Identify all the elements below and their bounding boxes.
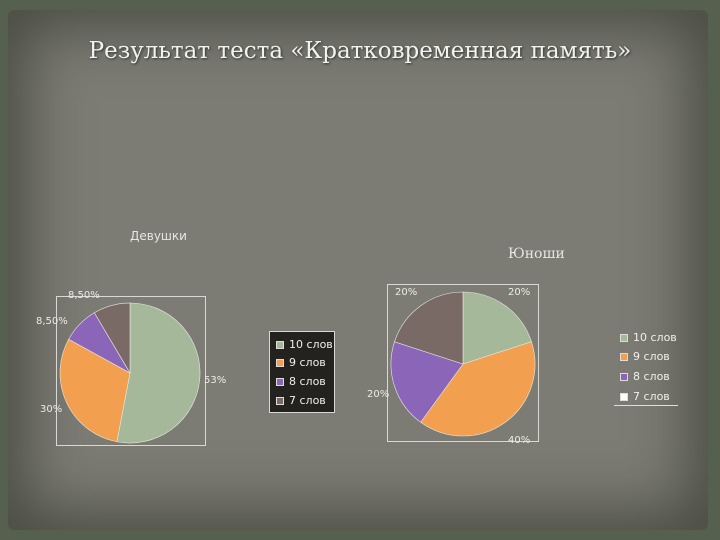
- data-label-girls-10: 53%: [204, 375, 227, 386]
- data-label-boys-8: 20%: [367, 389, 390, 400]
- legend-label: 9 слов: [289, 356, 326, 369]
- legend-item: 9 слов: [620, 350, 670, 363]
- plot-area-boys: [387, 284, 539, 442]
- pie-slice-2: [420, 341, 536, 437]
- legend-label: 7 слов: [289, 394, 326, 407]
- data-label-boys-10: 20%: [508, 287, 531, 298]
- chart-title-girls: Девушки: [130, 229, 187, 243]
- legend-girls: 10 слов 9 слов 8 слов 7 слов: [269, 331, 335, 413]
- pie-slice-3: [390, 341, 464, 423]
- pie-slice-1: [116, 302, 201, 444]
- chart-title-boys: Юноши: [508, 246, 565, 262]
- plot-area-girls: [56, 296, 206, 446]
- data-label-boys-7: 20%: [395, 287, 418, 298]
- legend-swatch: [620, 352, 628, 361]
- data-label-girls-8: 8,50%: [36, 316, 68, 327]
- slide-title: Результат теста «Кратковременная память»: [88, 38, 632, 64]
- legend-boys: 10 слов 9 слов 8 слов 7 слов: [614, 327, 684, 407]
- legend-item: 10 слов: [620, 331, 677, 344]
- legend-item: 10 слов: [276, 338, 333, 351]
- legend-label: 10 слов: [633, 331, 677, 344]
- legend-swatch: [276, 358, 284, 367]
- pie-slice-1: [462, 291, 532, 365]
- legend-swatch: [620, 333, 628, 342]
- legend-label: 8 слов: [289, 375, 326, 388]
- pie-slice-4: [93, 302, 131, 375]
- legend-label: 9 слов: [633, 350, 670, 363]
- data-label-girls-9: 30%: [40, 404, 63, 415]
- pie-chart-boys: [390, 291, 536, 437]
- slide-background: [8, 10, 708, 530]
- legend-item: 7 слов: [620, 390, 670, 403]
- pie-slice-4: [394, 291, 464, 365]
- legend-item: 8 слов: [620, 370, 670, 383]
- data-label-boys-9: 40%: [508, 435, 531, 446]
- legend-label: 7 слов: [633, 390, 670, 403]
- legend-swatch: [620, 392, 628, 401]
- legend-swatch: [276, 340, 284, 349]
- legend-item: 7 слов: [276, 394, 326, 407]
- pie-slice-2: [59, 338, 131, 443]
- legend-swatch: [276, 396, 284, 405]
- data-label-girls-7: 8,50%: [68, 290, 100, 301]
- legend-label: 10 слов: [289, 338, 333, 351]
- legend-swatch: [276, 377, 284, 386]
- legend-label: 8 слов: [633, 370, 670, 383]
- legend-underline: [614, 405, 678, 406]
- legend-item: 8 слов: [276, 375, 326, 388]
- legend-swatch: [620, 372, 628, 381]
- pie-chart-girls: [59, 302, 201, 444]
- legend-item: 9 слов: [276, 356, 326, 369]
